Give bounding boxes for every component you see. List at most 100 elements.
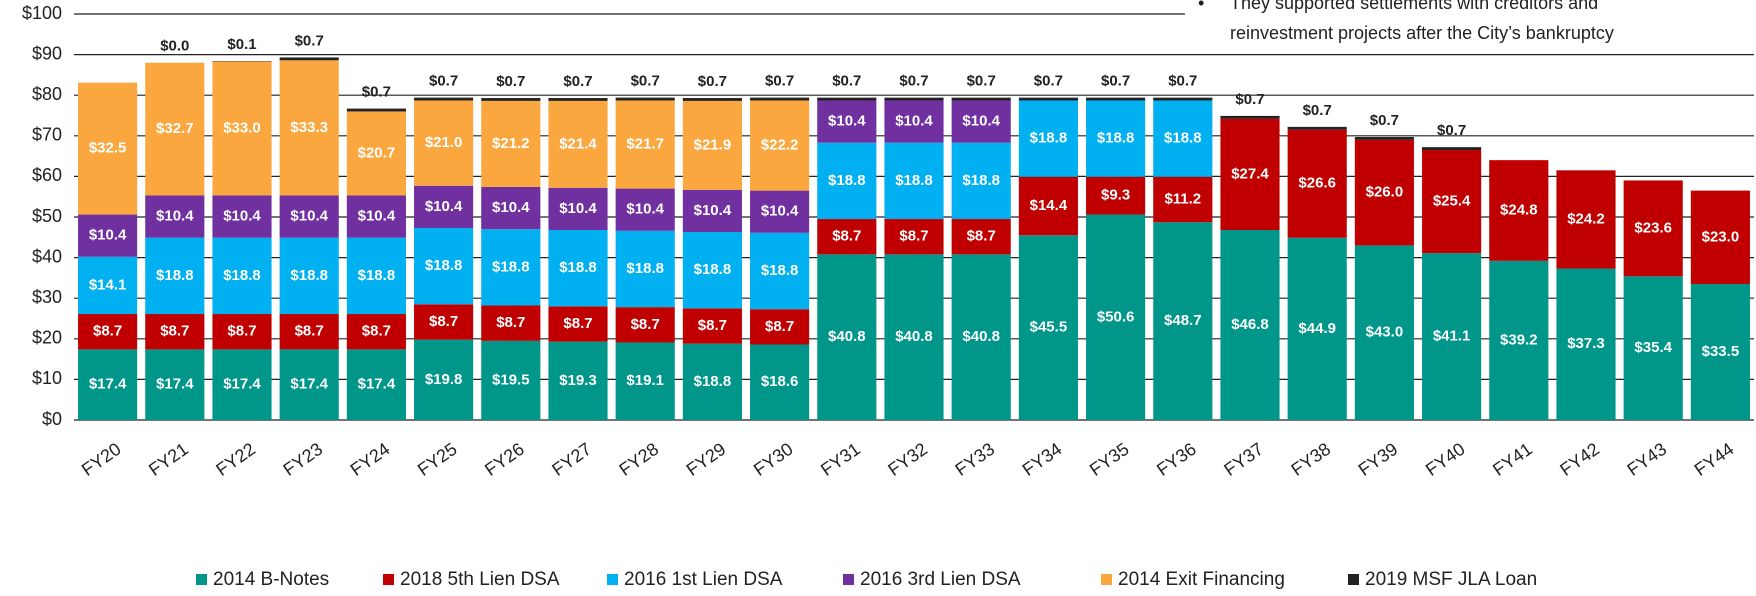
value-label: $33.0 [223, 119, 261, 136]
bar-segment [548, 229, 608, 307]
x-tick-label: FY39 [1355, 439, 1402, 480]
bar-segment [1086, 176, 1146, 215]
y-tick-label: $40 [32, 246, 62, 266]
bar-segment [1153, 176, 1213, 223]
value-label: $17.4 [156, 376, 194, 393]
value-label: $0.7 [362, 84, 391, 101]
value-label: $0.7 [1437, 122, 1466, 139]
annotation-text: They supported settlements with creditor… [1230, 0, 1598, 13]
bar-segment [481, 305, 541, 341]
value-label: $19.8 [425, 371, 463, 388]
bar-segment [481, 229, 541, 306]
value-label: $21.2 [492, 135, 530, 152]
value-label: $8.7 [362, 323, 391, 340]
bar-segment [750, 97, 810, 101]
value-label: $10.4 [559, 200, 597, 217]
x-tick-label: FY29 [683, 439, 730, 480]
value-label: $33.3 [290, 119, 328, 136]
value-label: $18.8 [626, 260, 664, 277]
legend-label: 2016 3rd Lien DSA [860, 569, 1021, 590]
bar-segment [279, 237, 339, 315]
value-label: $17.4 [290, 376, 328, 393]
bar-segment [1422, 253, 1482, 420]
bar-segment [145, 62, 205, 196]
value-label: $18.8 [358, 267, 396, 284]
bar-segment [78, 82, 138, 215]
bar-segment [1153, 100, 1213, 177]
value-label: $45.5 [1030, 319, 1068, 336]
value-label: $10.4 [492, 199, 530, 216]
value-label: $8.7 [698, 317, 727, 334]
value-label: $24.8 [1500, 201, 1538, 218]
legend-label: 2018 5th Lien DSA [400, 569, 560, 590]
bar-segment [1018, 97, 1078, 101]
value-label: $10.4 [828, 113, 866, 130]
value-label: $50.6 [1097, 308, 1135, 325]
value-label: $10.4 [694, 202, 732, 219]
x-tick-label: FY43 [1623, 439, 1670, 480]
annotation-box [1185, 0, 1756, 50]
value-label: $0.0 [160, 38, 189, 55]
value-label: $8.7 [765, 318, 794, 335]
legend-swatch [1348, 574, 1359, 585]
bar-segment [481, 98, 541, 101]
bar-segment [279, 195, 339, 238]
value-label: $18.8 [828, 172, 866, 189]
value-label: $32.7 [156, 120, 194, 137]
value-label: $18.6 [761, 373, 799, 390]
x-tick-label: FY26 [481, 439, 528, 480]
bar-segment [279, 60, 339, 196]
bar-segment [1690, 283, 1750, 420]
value-label: $27.4 [1231, 165, 1269, 182]
value-label: $0.7 [1303, 102, 1332, 119]
bar-segment [682, 189, 742, 233]
bar-segment [615, 97, 675, 101]
value-label: $0.7 [1235, 91, 1264, 108]
bar-segment [145, 349, 205, 420]
bar-segment [279, 57, 339, 61]
bar-segment [1556, 170, 1616, 269]
bar-segment [1354, 137, 1414, 140]
bar-segment [951, 254, 1011, 420]
x-tick-label: FY25 [414, 439, 461, 480]
value-label: $18.8 [156, 267, 194, 284]
y-tick-label: $10 [32, 368, 62, 388]
legend-swatch [196, 574, 207, 585]
legend-label: 2014 B-Notes [213, 569, 329, 590]
bar-segment [1086, 100, 1146, 177]
legend-label: 2014 Exit Financing [1118, 569, 1285, 590]
bar-segment [750, 309, 810, 345]
x-tick-label: FY23 [279, 439, 326, 480]
bar-segment [1422, 150, 1482, 254]
x-tick-label: FY44 [1691, 439, 1738, 480]
bar-segment [615, 342, 675, 420]
value-label: $0.7 [899, 73, 928, 90]
bar-segment [884, 219, 944, 255]
bar-segment [481, 340, 541, 420]
bar-segment [1086, 97, 1146, 101]
value-label: $0.7 [1034, 73, 1063, 90]
y-tick-label: $50 [32, 206, 62, 226]
bar-segment [615, 100, 675, 189]
bar-segment [346, 349, 406, 420]
bar-segment [1354, 139, 1414, 246]
value-label: $21.4 [559, 135, 597, 152]
value-label: $18.8 [895, 172, 933, 189]
y-tick-label: $60 [32, 165, 62, 185]
value-label: $8.7 [496, 314, 525, 331]
value-label: $0.7 [1101, 73, 1130, 90]
bar-segment [682, 232, 742, 309]
x-tick-label: FY33 [951, 439, 998, 480]
value-label: $0.7 [631, 73, 660, 90]
bar-segment [750, 100, 810, 191]
value-label: $8.7 [967, 228, 996, 245]
bar-segment [414, 100, 474, 186]
bar-segment [1354, 245, 1414, 420]
value-label: $8.7 [832, 228, 861, 245]
bar-segment [817, 97, 877, 101]
bar-segment [1018, 100, 1078, 177]
value-label: $18.8 [694, 373, 732, 390]
value-label: $18.8 [694, 261, 732, 278]
bar-segment [346, 314, 406, 350]
y-tick-label: $80 [32, 84, 62, 104]
